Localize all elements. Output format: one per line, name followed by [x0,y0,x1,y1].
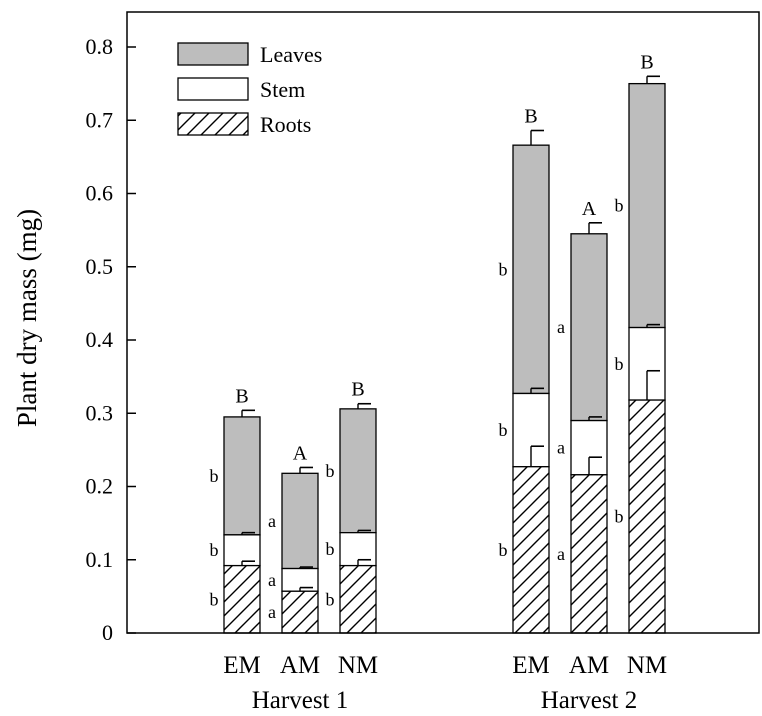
letter-stem: b [326,539,335,559]
legend: Leaves Stem Roots [177,42,322,137]
bar-roots-nm [628,399,666,634]
letter-stem: a [268,570,276,590]
letter-total: A [582,198,597,220]
letter-leaves: a [268,511,276,531]
letter-leaves: b [210,466,219,486]
bar-leaves-em [223,416,261,536]
letter-total: B [351,379,364,401]
bar-roots-em [512,466,550,634]
bar-leaves-nm [628,82,666,329]
letter-stem: b [499,420,508,440]
letter-total: B [524,106,537,128]
category-label-nm: NM [338,652,378,679]
letter-roots: b [499,540,508,560]
letter-total: B [235,385,248,407]
bar-roots-em [223,564,261,634]
bar-roots-am [281,590,319,634]
letter-roots: b [326,589,335,609]
category-label-am: AM [569,652,609,679]
letter-total: B [640,51,653,73]
group-label-1: Harvest 1 [252,687,349,714]
y-tick-label: 0.3 [86,400,114,425]
bar-leaves-am [281,472,319,570]
bar-leaves-nm [339,408,377,534]
letter-roots: a [268,602,276,622]
y-tick-label: 0.8 [86,34,114,59]
category-labels: EM AM NM Harvest 1 EM AM NM Harvest 2 [223,652,667,714]
letter-roots: a [557,544,565,564]
bar-leaves-am [570,233,608,422]
y-tick-label: 0.1 [86,547,114,572]
y-axis-title: Plant dry mass (mg) [12,209,42,427]
category-label-nm: NM [627,652,667,679]
letter-leaves: b [499,259,508,279]
group-label-2: Harvest 2 [541,687,638,714]
category-label-am: AM [280,652,320,679]
letter-leaves: b [615,196,624,216]
legend-label-roots: Roots [260,112,311,137]
legend-swatch-leaves [177,42,249,66]
letter-stem: a [557,438,565,458]
category-label-em: EM [512,652,550,679]
category-label-em: EM [223,652,261,679]
y-tick-label: 0.2 [86,474,114,499]
letter-total: A [293,442,308,464]
plot-frame [126,11,760,634]
legend-label-leaves: Leaves [260,42,322,67]
y-tick-label: 0.7 [86,107,114,132]
y-axis-ticks: 0 0.1 0.2 0.3 0.4 0.5 0.6 0.7 0.8 [86,34,136,645]
legend-label-stem: Stem [260,77,305,102]
letter-roots: b [210,589,219,609]
y-tick-label: 0.5 [86,254,114,279]
y-tick-label: 0.4 [86,327,114,352]
y-tick-label: 0.6 [86,181,114,206]
legend-swatch-stem [177,77,249,101]
letter-roots: b [615,507,624,527]
bar-roots-am [570,474,608,634]
letter-stem: b [210,540,219,560]
legend-swatch-roots [177,112,249,136]
letter-stem: b [615,354,624,374]
bar-roots-nm [339,564,377,634]
y-tick-label: 0 [102,620,113,645]
letter-leaves: a [557,317,565,337]
letter-leaves: b [326,461,335,481]
bar-leaves-em [512,144,550,395]
